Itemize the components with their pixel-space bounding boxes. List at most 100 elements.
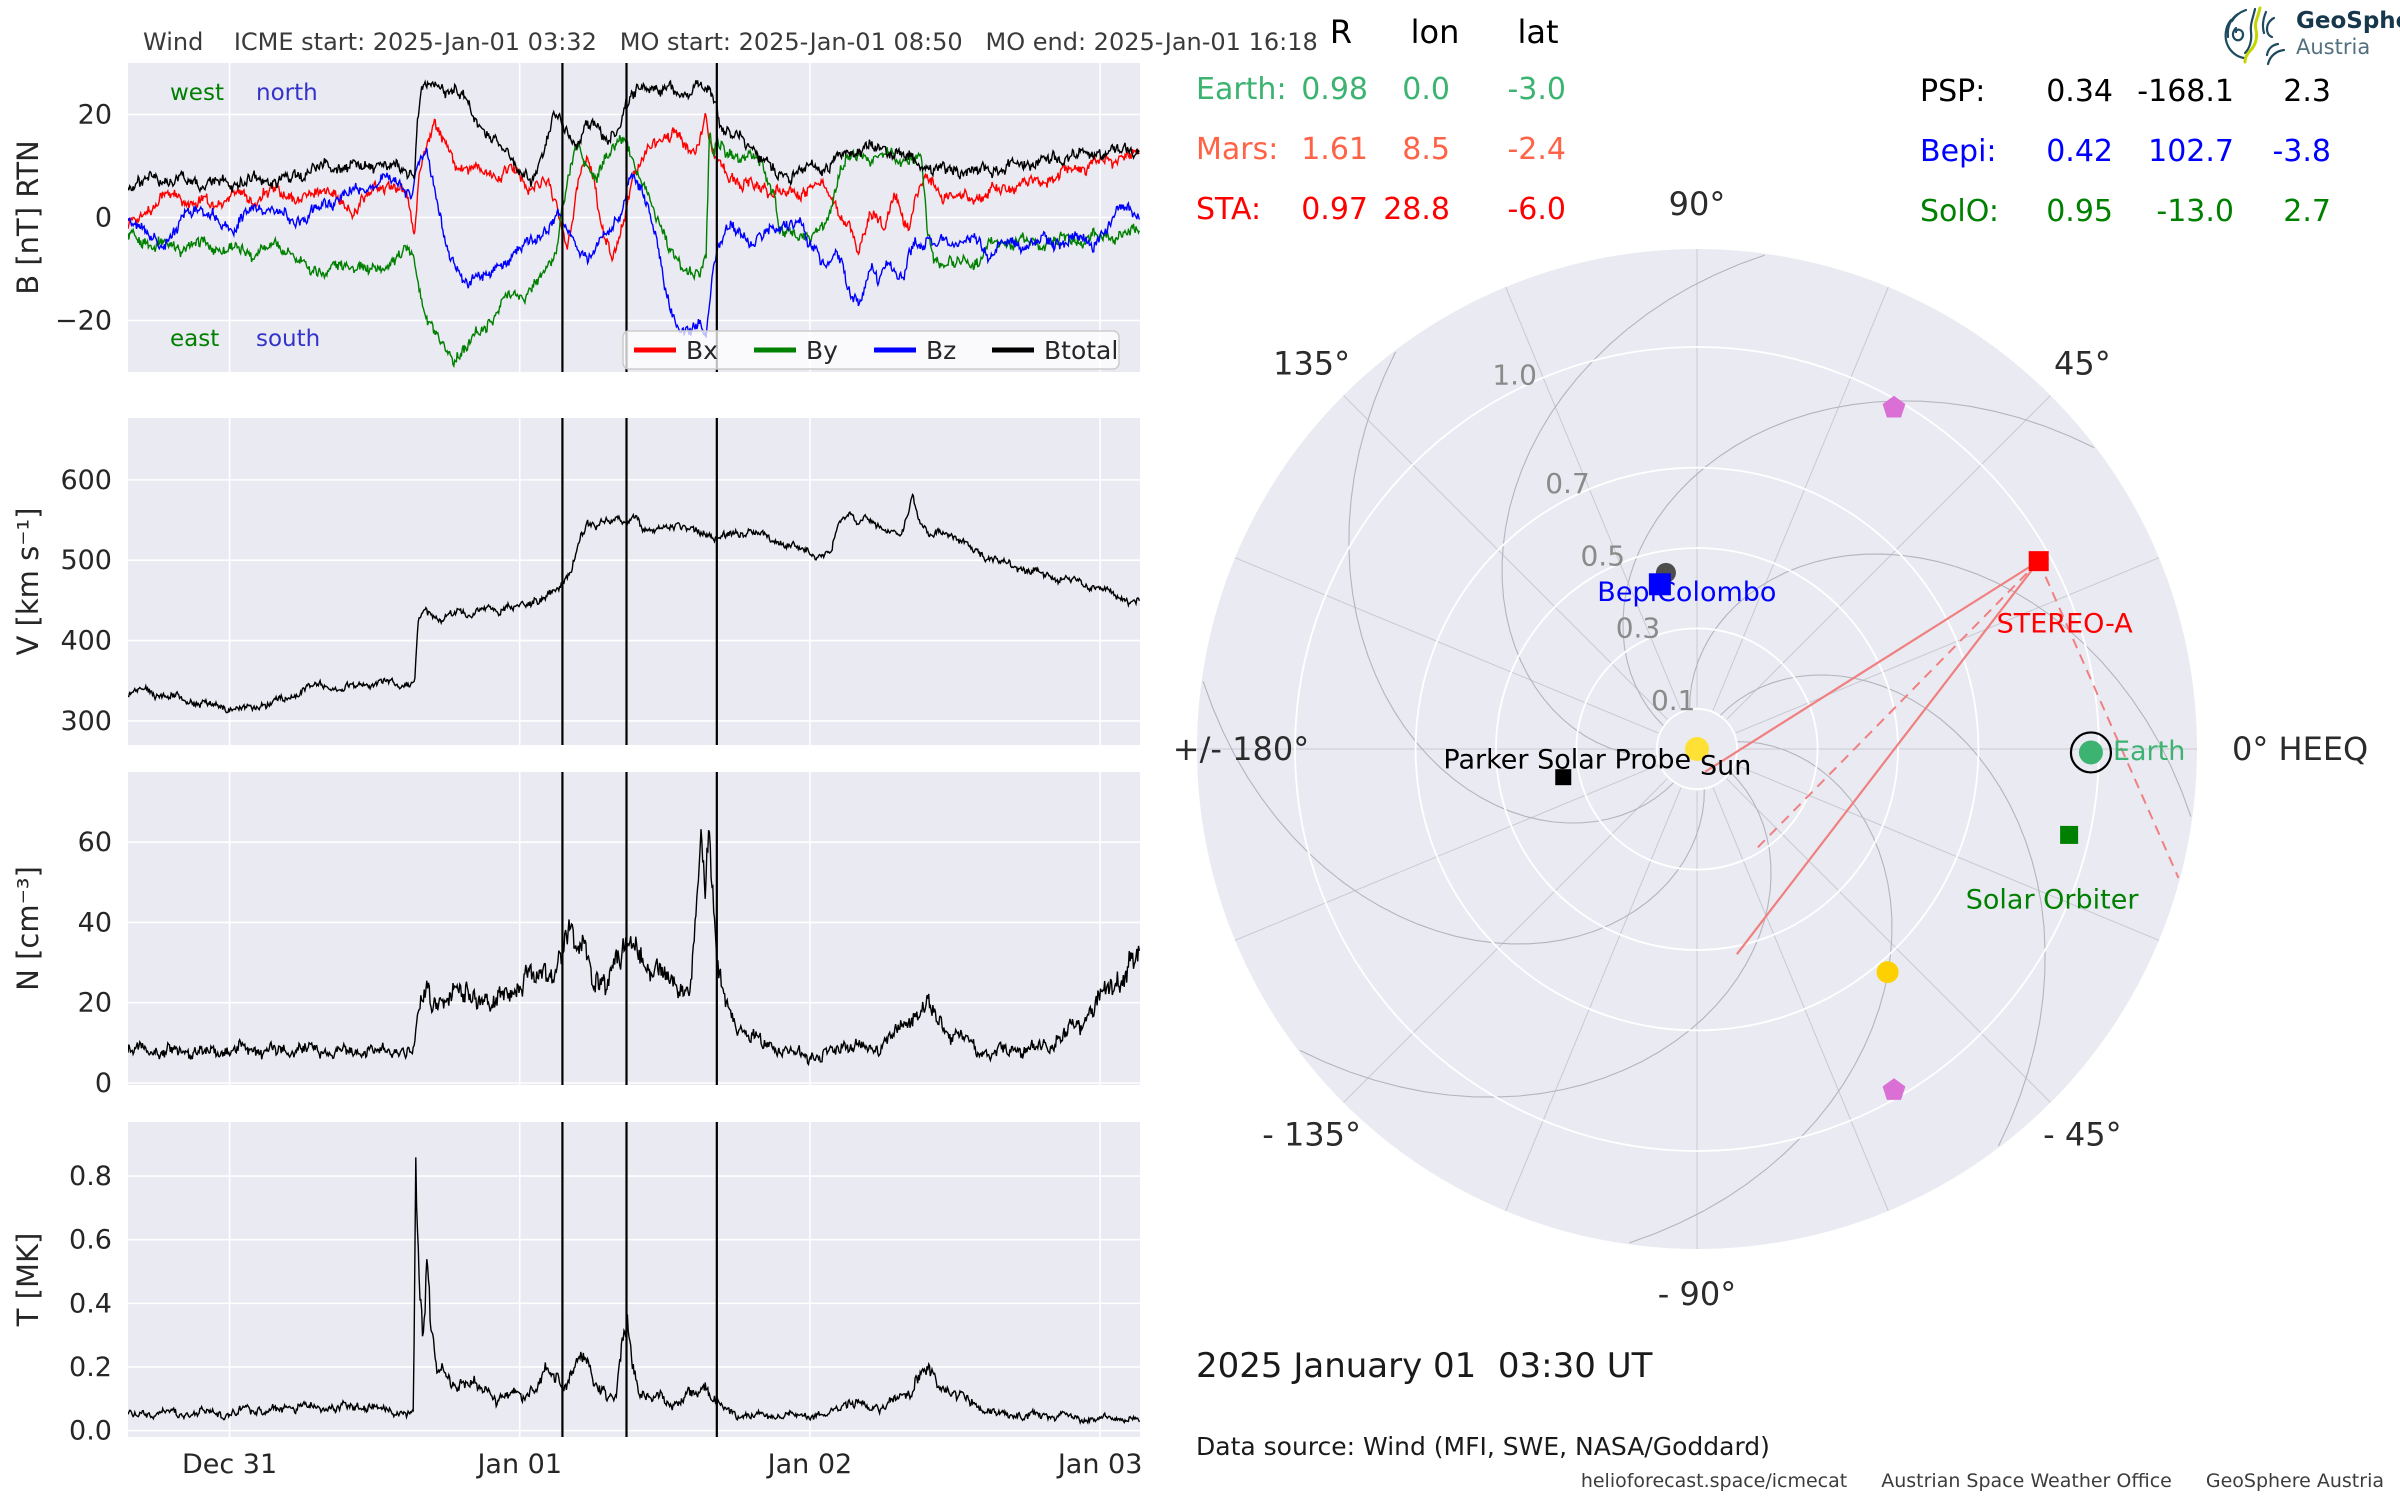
series-btotal: [128, 79, 1140, 194]
fov-line-dashed: [2037, 560, 2180, 879]
body-label-psp: Parker Solar Probe: [1443, 745, 1691, 776]
table-row-bepi: Bepi: 0.42 102.7 -3.8: [1920, 132, 2340, 172]
table-row-solo: SolO: 0.95 -13.0 2.7: [1920, 192, 2340, 232]
credit-office: Austrian Space Weather Office: [1881, 1470, 2172, 1492]
row-label: Bepi:: [1920, 134, 1997, 169]
value-lon: -168.1: [2137, 74, 2234, 109]
marker-sun: [1685, 737, 1709, 761]
panel-bg-v: [128, 418, 1140, 745]
row-label: SolO:: [1920, 194, 1999, 229]
y-tick-label: 0.0: [69, 1416, 112, 1447]
polar-plot: 0.1 0.3 0.5 0.7 1.0 90° 45° 135° +/- 180° 0° HEEQ…: [1173, 185, 2368, 1313]
series-bz: [128, 147, 1140, 338]
y-tick-label: 0: [95, 1068, 112, 1099]
polar-angle-label-45: 45°: [2054, 345, 2111, 383]
logo-text-line1: GeoSphere: [2296, 8, 2400, 34]
value-lon: 8.5: [1402, 132, 1450, 167]
panel-t: 0.8 0.6 0.4 0.2 0.0 T [MK]: [11, 1122, 1140, 1447]
value-lat: 2.3: [2283, 74, 2331, 109]
series-t: [128, 1157, 1140, 1425]
geosphere-logo: GeoSphere Austria: [2222, 6, 2400, 68]
polar-spoke: [1505, 787, 1682, 1212]
polar-spoke: [1234, 764, 1659, 941]
col-header-r: R: [1329, 13, 1353, 51]
parker-spiral: [1629, 741, 1893, 1244]
credit-org: GeoSphere Austria: [2205, 1470, 2384, 1492]
marker-earth: [2078, 740, 2103, 765]
body-label-bepicolombo: BepiColombo: [1597, 577, 1776, 608]
polar-spoke: [1726, 778, 2051, 1103]
x-tick-label: Jan 03: [1056, 1449, 1143, 1480]
fov-line-solid: [1704, 560, 2040, 773]
polar-r-tick-label: 1.0: [1492, 359, 1537, 392]
position-table-right: PSP: 0.34 -168.1 2.3 Bepi: 0.42 102.7 -3…: [1920, 0, 2340, 240]
value-r: 0.98: [1301, 72, 1368, 107]
annotation-north: north: [256, 80, 318, 106]
marker-l4: [1882, 395, 1906, 418]
y-tick-label: 0: [95, 203, 112, 234]
polar-spoke: [1712, 787, 1889, 1212]
y-tick-label: 300: [60, 706, 112, 737]
panel-series-n: [128, 829, 1140, 1067]
value-r: 0.97: [1301, 192, 1368, 227]
parker-spiral: [1202, 681, 1705, 945]
panel-series-v: [128, 492, 1140, 714]
panel-v: 600 500 400 300 V [km s⁻¹]: [11, 418, 1140, 745]
panel-bg-n: [128, 772, 1140, 1085]
polar-r-tick-label: 0.3: [1616, 612, 1661, 645]
polar-r-gridline: [1414, 466, 1980, 1032]
y-tick-label: 400: [60, 626, 112, 657]
marker-ring-earth: [2069, 731, 2113, 774]
polar-angle-label-270: - 90°: [1658, 1275, 1736, 1313]
value-lat: 2.7: [2283, 194, 2331, 229]
polar-r-tick-label: 0.7: [1545, 467, 1590, 500]
y-tick-label: 600: [60, 465, 112, 496]
panel-series-t: [128, 1157, 1140, 1425]
map-datetime: 2025 January 01 03:30 UT: [1196, 1346, 1653, 1386]
panel-series-b: [128, 79, 1140, 369]
credit-url: helioforecast.space/icmecat: [1580, 1470, 1848, 1492]
polar-r-tick-label: 0.1: [1651, 684, 1696, 717]
y-axis-label: T [MK]: [11, 1233, 45, 1328]
polar-spoke: [1712, 286, 1889, 711]
value-lon: 0.0: [1402, 72, 1450, 107]
polar-angle-label-225: - 135°: [1262, 1115, 1361, 1153]
row-label: PSP:: [1920, 74, 1986, 109]
marker-stereo-a: [2028, 551, 2049, 572]
series-n: [128, 829, 1140, 1067]
polar-spoke: [1234, 557, 1659, 734]
parker-spiral: [1299, 771, 1772, 1098]
value-r: 1.61: [1301, 132, 1368, 167]
timeseries-title: Wind ICME start: 2025-Jan-01 03:32 MO st…: [143, 28, 1318, 56]
panel-b: 20 0 −20 B [nT] RTN west north east south: [11, 63, 1140, 372]
series-v: [128, 492, 1140, 714]
polar-spoke: [1735, 557, 2160, 734]
y-tick-label: 0.4: [69, 1288, 112, 1319]
series-by: [128, 132, 1140, 369]
annotation-east: east: [170, 326, 219, 352]
row-label: Mars:: [1196, 132, 1279, 167]
value-lat: -3.8: [2272, 134, 2331, 169]
polar-spoke: [1343, 778, 1668, 1103]
value-lat: -6.0: [1507, 192, 1566, 227]
panel-bg-t: [128, 1122, 1140, 1437]
credits: helioforecast.space/icmecat Austrian Spa…: [1581, 1470, 2384, 1492]
marker-venus: [1876, 961, 1899, 984]
y-tick-label: −20: [55, 306, 112, 337]
polar-r-gridline: [1655, 707, 1739, 791]
parker-spiral: [1719, 674, 2046, 1147]
x-tick-label: Dec 31: [182, 1449, 277, 1480]
row-label: Earth:: [1196, 72, 1287, 107]
polar-spoke: [1505, 286, 1682, 711]
y-tick-label: 20: [78, 100, 112, 131]
table-row-psp: PSP: 0.34 -168.1 2.3: [1920, 72, 2340, 112]
annotation-west: west: [170, 80, 224, 106]
y-tick-label: 60: [78, 827, 112, 858]
polar-r-gridline: [1575, 627, 1819, 871]
x-tick-label: Jan 01: [475, 1449, 562, 1480]
body-label-stereo-a: STEREO-A: [1997, 609, 2134, 640]
polar-spoke: [1343, 395, 1668, 720]
